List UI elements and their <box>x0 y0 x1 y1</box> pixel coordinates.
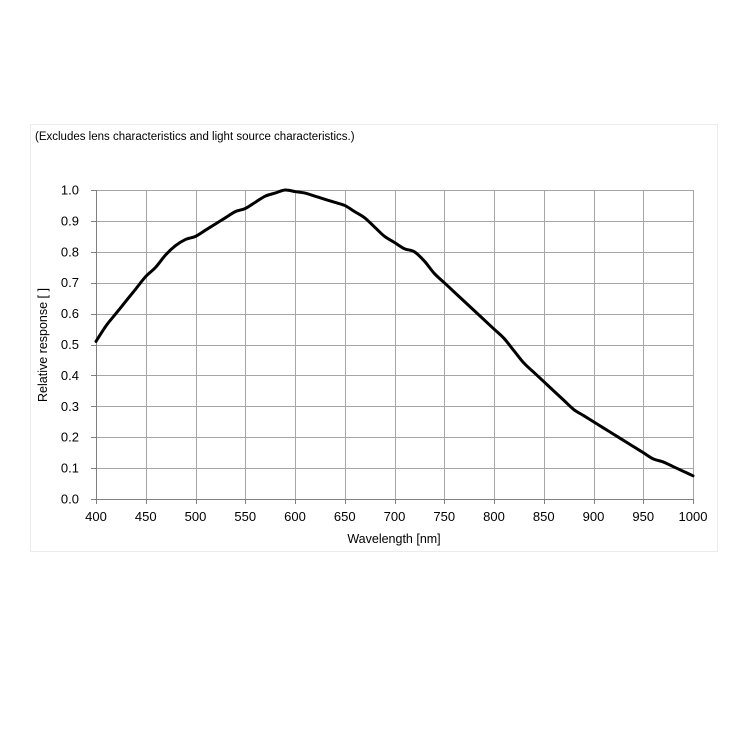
y-tick-label: 1.0 <box>61 183 79 198</box>
x-tick-label: 950 <box>632 509 654 524</box>
x-tick-label: 800 <box>483 509 505 524</box>
y-tick-label: 0.3 <box>61 399 79 414</box>
x-tick-label: 750 <box>433 509 455 524</box>
y-tick-label: 0.6 <box>61 306 79 321</box>
y-tick-label: 0.9 <box>61 213 79 228</box>
series-line <box>94 188 695 478</box>
x-tick-label: 700 <box>384 509 406 524</box>
y-tick-label: 0.4 <box>61 368 79 383</box>
x-axis-label: Wavelength [nm] <box>347 532 440 546</box>
x-tick-label: 600 <box>284 509 306 524</box>
x-axis-ticks: 400 450 500 550 600 650 700 750 800 850 900 950 1000 <box>85 509 707 524</box>
x-tick-label: 1000 <box>679 509 708 524</box>
x-tick-label: 850 <box>533 509 555 524</box>
y-tick-label: 0.0 <box>61 492 79 507</box>
x-tick-label: 900 <box>583 509 605 524</box>
y-tick-label: 0.1 <box>61 461 79 476</box>
y-axis-ticks: 0.0 0.1 0.2 0.3 0.4 0.5 0.6 0.7 0.8 0.9 1.0 <box>61 183 79 507</box>
chart-panel <box>30 124 718 552</box>
y-tick-label: 0.7 <box>61 275 79 290</box>
axes <box>91 190 694 504</box>
x-tick-label: 500 <box>185 509 207 524</box>
grid <box>96 190 694 500</box>
y-tick-label: 0.5 <box>61 337 79 352</box>
chart-annotation: (Excludes lens characteristics and light… <box>35 131 355 143</box>
y-tick-label: 0.2 <box>61 430 79 445</box>
y-axis-label: Relative response [ ] <box>36 288 50 402</box>
x-tick-label: 400 <box>85 509 107 524</box>
x-tick-label: 650 <box>334 509 356 524</box>
y-tick-label: 0.8 <box>61 244 79 259</box>
x-tick-label: 550 <box>234 509 256 524</box>
x-tick-label: 450 <box>135 509 157 524</box>
